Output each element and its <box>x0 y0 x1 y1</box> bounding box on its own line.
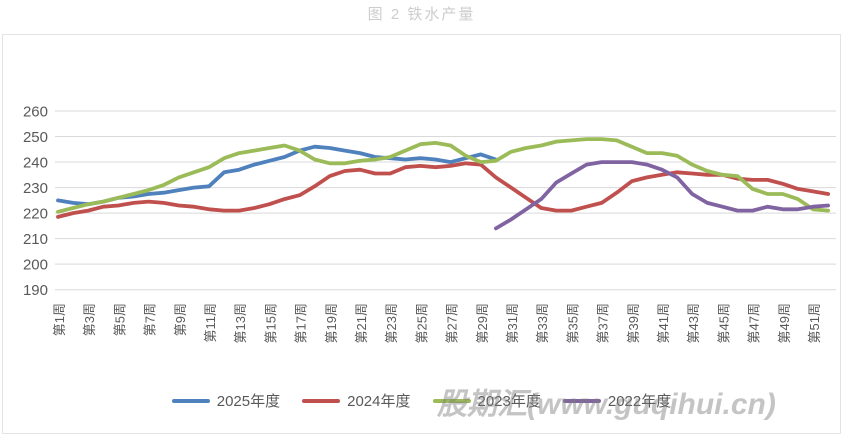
x-tick-label: 第15周 <box>263 303 278 343</box>
x-tick-label: 第43周 <box>686 303 701 343</box>
y-tick-label: 240 <box>23 155 48 172</box>
x-tick-label: 第37周 <box>596 303 611 343</box>
x-tick-label: 第5周 <box>112 303 127 336</box>
chart-title: 图 2 铁水产量 <box>367 6 476 23</box>
legend-label: 2025年度 <box>216 393 281 410</box>
x-tick-label: 第33周 <box>535 303 550 343</box>
legend-swatch <box>302 398 341 403</box>
legend-item-2025: 2025年度 <box>171 390 281 411</box>
y-tick-label: 210 <box>23 231 48 248</box>
x-tick-label: 第1周 <box>52 303 67 336</box>
x-tick-label: 第47周 <box>747 303 762 343</box>
series-line-2022 <box>493 160 830 231</box>
legend-label: 2022年度 <box>607 393 672 410</box>
y-tick-label: 220 <box>23 206 48 223</box>
legend-swatch <box>562 398 601 403</box>
x-tick-label: 第7周 <box>143 303 158 336</box>
x-tick-label: 第17周 <box>294 303 309 343</box>
x-tick-label: 第29周 <box>475 303 490 343</box>
x-tick-label: 第27周 <box>445 303 460 343</box>
y-tick-label: 200 <box>23 257 48 274</box>
plot-area: 190200210220230240250260第1周 第3周 第5周 第7周 第9周第… <box>23 104 836 343</box>
legend-item-2023: 2023年度 <box>432 390 541 411</box>
x-tick-label: 第51周 <box>807 303 822 343</box>
y-tick-label: 230 <box>23 180 48 197</box>
legend-swatch <box>171 398 210 403</box>
x-tick-label: 第25周 <box>414 303 429 343</box>
legend-label: 2024年度 <box>347 393 411 410</box>
series-line-2024 <box>56 161 830 219</box>
x-tick-label: 第19周 <box>324 303 339 343</box>
y-tick-label: 190 <box>23 282 48 299</box>
x-tick-label: 第21周 <box>354 303 369 343</box>
x-tick-label: 第39周 <box>626 303 641 343</box>
legend: 2025年度 2024年度 2023年度 2022年度 <box>3 390 840 411</box>
x-tick-label: 第11周 <box>203 303 218 343</box>
legend-item-2024: 2024年度 <box>302 390 411 411</box>
x-tick-label: 第35周 <box>565 303 580 343</box>
y-tick-label: 260 <box>23 104 48 121</box>
legend-item-2022: 2022年度 <box>562 390 672 411</box>
series-line-2025 <box>56 144 498 207</box>
x-tick-label: 第41周 <box>656 303 671 343</box>
legend-swatch <box>432 398 471 403</box>
x-tick-label: 第45周 <box>716 303 731 343</box>
x-tick-label: 第31周 <box>505 303 520 343</box>
x-tick-label: 第49周 <box>777 303 792 343</box>
x-tick-label: 第23周 <box>384 303 399 343</box>
x-tick-label: 第9周 <box>173 303 188 336</box>
legend-label: 2023年度 <box>477 393 541 410</box>
x-tick-label: 第3周 <box>82 303 97 336</box>
series-line-2023 <box>56 137 830 214</box>
y-tick-label: 250 <box>23 129 48 146</box>
x-tick-label: 第13周 <box>233 303 248 343</box>
watermark: 股期汇(www.guqihui.cn) <box>437 388 776 421</box>
chart-frame: 190 200 210 220 230 240 250 260 第1周 第3周 第5周 第7周 第9周第… <box>2 34 841 434</box>
